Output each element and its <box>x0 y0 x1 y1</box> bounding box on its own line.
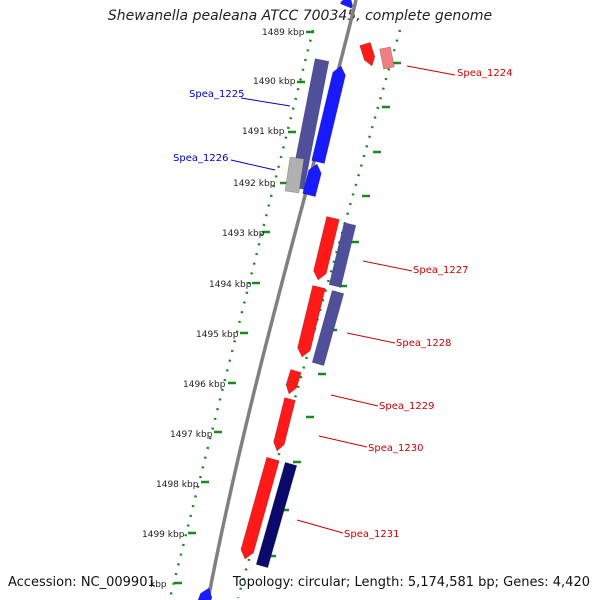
gene-label-right: Spea_1224 <box>457 68 512 79</box>
gene-arrow-spea-1227-b <box>328 222 357 288</box>
label-leader-line <box>406 65 456 76</box>
scale-label: 1493 kbp <box>222 229 265 239</box>
gene-arrow-spea-1229 <box>285 368 302 395</box>
label-leader-line <box>362 260 413 272</box>
scale-label: 1498 kbp <box>156 480 199 490</box>
gene-arrow-spea-1227 <box>313 216 340 281</box>
scale-label: 1489 kbp <box>262 28 305 38</box>
gene-arrow-top-partial <box>339 0 353 9</box>
scale-label: 1495 kbp <box>196 330 239 340</box>
topology-text: Topology: circular; Length: 5,174,581 bp… <box>232 575 590 590</box>
scale-label: 1492 kbp <box>233 179 276 189</box>
scale-label: 1490 kbp <box>253 77 296 87</box>
scale-label: 1491 kbp <box>242 127 285 137</box>
scale-label: 1494 kbp <box>209 280 252 290</box>
gene-label-left: Spea_1225 <box>189 89 244 100</box>
scale-label: kbp <box>150 580 167 590</box>
gene-arrow-spea-1225 <box>311 65 346 164</box>
gene-label-left: Spea_1226 <box>173 153 228 164</box>
map-title: Shewanella pealeana ATCC 700345, complet… <box>107 8 493 24</box>
gene-arrow-spea-1228 <box>297 285 326 358</box>
label-leader-line <box>318 435 368 448</box>
gene-arrow-spea-1231-b <box>255 461 298 569</box>
label-leader-line <box>346 332 396 344</box>
gene-label-right: Spea_1230 <box>368 443 423 454</box>
scale-label: 1497 kbp <box>170 430 213 440</box>
gene-label-right: Spea_1229 <box>379 401 434 412</box>
accession-text: Accession: NC_009901 <box>8 575 156 590</box>
gene-arrow-spea-1230 <box>273 397 296 452</box>
gene-label-right: Spea_1228 <box>396 338 451 349</box>
label-leader-line <box>240 97 291 107</box>
gene-arrow-spea-1224-b <box>379 46 395 70</box>
gene-label-right: Spea_1231 <box>344 529 399 540</box>
gene-arrow-spea-1226-gray <box>284 156 305 194</box>
gene-arrow-spea-1224-a <box>359 41 376 67</box>
label-leader-line <box>330 394 379 407</box>
scale-label: 1496 kbp <box>183 380 226 390</box>
gene-arrow-spea-1226 <box>302 163 322 198</box>
left-tick-track <box>168 29 315 599</box>
scale-label: 1499 kbp <box>142 530 185 540</box>
gene-arrow-spea-1231 <box>240 456 280 560</box>
gene-label-right: Spea_1227 <box>413 265 468 276</box>
gene-arrow-spea-1228-b <box>311 289 345 367</box>
label-leader-line <box>230 159 276 171</box>
gene-arrow-bottom-partial <box>197 587 213 600</box>
label-leader-line <box>296 519 344 534</box>
